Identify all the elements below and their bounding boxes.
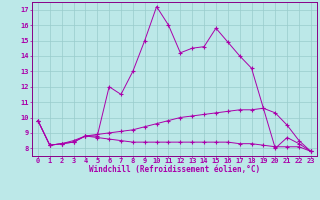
X-axis label: Windchill (Refroidissement éolien,°C): Windchill (Refroidissement éolien,°C) (89, 165, 260, 174)
